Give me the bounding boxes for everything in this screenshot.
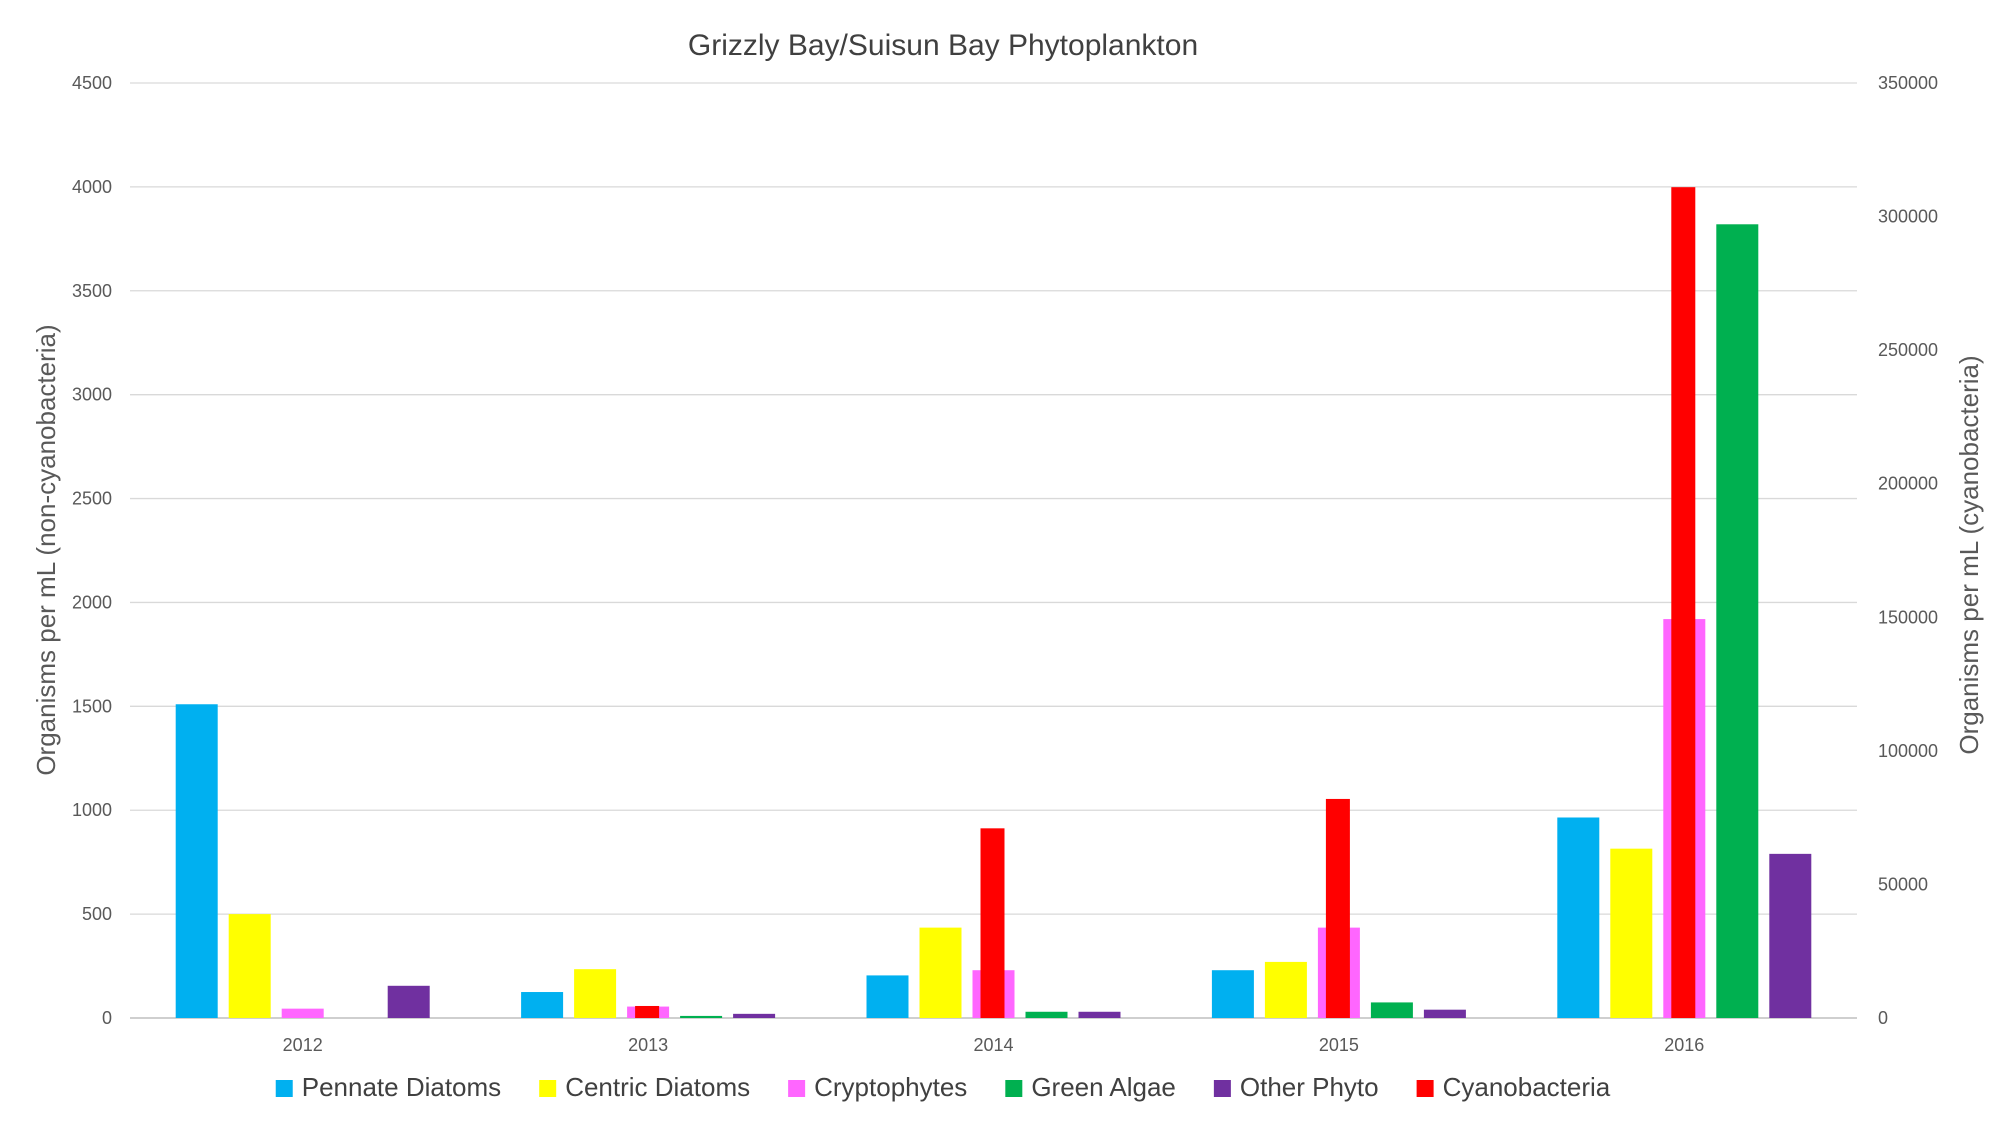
y2-tick-label: 0 — [1878, 1008, 1888, 1028]
y-tick-label: 2000 — [72, 592, 112, 612]
legend-swatch-cyanobacteria — [1416, 1080, 1434, 1097]
legend-swatch-centric-diatoms — [539, 1080, 557, 1097]
y2-tick-label: 250000 — [1878, 340, 1938, 360]
legend-label-cryptophytes: Cryptophytes — [814, 1072, 967, 1102]
y-tick-label: 3000 — [72, 385, 112, 405]
y-tick-label: 3500 — [72, 281, 112, 301]
bar-other-phyto-2014 — [1078, 1011, 1121, 1018]
x-axis-ticks: 2012 2013 2014 2015 2016 — [283, 1035, 1705, 1055]
legend-swatch-pennate-diatoms — [275, 1080, 293, 1097]
bar-green-algae-2014 — [1025, 1011, 1068, 1018]
bar-green-algae-2016 — [1716, 224, 1759, 1019]
bar-other-phyto-2013 — [733, 1013, 776, 1018]
bar-cyanobacteria-2013 — [635, 1005, 660, 1018]
bar-green-algae-2015 — [1370, 1002, 1413, 1018]
bar-cyanobacteria-2016 — [1671, 187, 1696, 1018]
bar-green-algae-2013 — [680, 1015, 723, 1018]
right-axis-ticks: 0 50000 100000 150000 200000 250000 300000 3500… — [1878, 73, 1938, 1028]
bar-pennate-diatoms-2012 — [175, 704, 218, 1018]
legend-label-other-phyto: Other Phyto — [1240, 1072, 1379, 1102]
y-tick-label: 4000 — [72, 177, 112, 197]
x-tick-label: 2013 — [628, 1035, 668, 1055]
bar-centric-diatoms-2012 — [228, 914, 271, 1018]
legend-label-centric-diatoms: Centric Diatoms — [565, 1072, 750, 1102]
bar-pennate-diatoms-2013 — [521, 992, 564, 1018]
y2-tick-label: 200000 — [1878, 474, 1938, 494]
x-tick-label: 2014 — [973, 1035, 1013, 1055]
bar-other-phyto-2016 — [1769, 853, 1812, 1018]
y2-tick-label: 150000 — [1878, 607, 1938, 627]
y-tick-label: 1500 — [72, 696, 112, 716]
legend-label-green-algae: Green Algae — [1031, 1072, 1176, 1102]
bar-cryptophytes-2012 — [281, 1008, 324, 1018]
bar-centric-diatoms-2015 — [1264, 961, 1307, 1018]
legend-label-cyanobacteria: Cyanobacteria — [1443, 1072, 1611, 1102]
bar-cyanobacteria-2015 — [1325, 798, 1350, 1018]
y2-tick-label: 50000 — [1878, 874, 1928, 894]
y-tick-label: 1000 — [72, 800, 112, 820]
bar-centric-diatoms-2014 — [919, 927, 962, 1018]
bar-other-phyto-2015 — [1423, 1009, 1466, 1018]
y2-tick-label: 300000 — [1878, 207, 1938, 227]
y-tick-label: 4500 — [72, 73, 112, 93]
bar-centric-diatoms-2016 — [1610, 848, 1653, 1018]
legend-label-pennate-diatoms: Pennate Diatoms — [302, 1072, 501, 1102]
bar-pennate-diatoms-2015 — [1211, 970, 1254, 1018]
y-tick-label: 2500 — [72, 489, 112, 509]
x-tick-label: 2016 — [1664, 1035, 1704, 1055]
legend-swatch-other-phyto — [1213, 1080, 1231, 1097]
y-tick-label: 0 — [102, 1008, 112, 1028]
y-tick-label: 500 — [82, 904, 112, 924]
y2-tick-label: 100000 — [1878, 741, 1938, 761]
bar-pennate-diatoms-2016 — [1557, 817, 1600, 1018]
bars — [175, 187, 1812, 1019]
bar-cyanobacteria-2014 — [980, 828, 1005, 1018]
bar-pennate-diatoms-2014 — [866, 975, 909, 1018]
x-tick-label: 2015 — [1319, 1035, 1359, 1055]
legend: Pennate Diatoms Centric Diatoms Cryptophyt… — [275, 1072, 1611, 1102]
bar-other-phyto-2012 — [387, 985, 430, 1018]
left-axis-label: Organisms per mL (non-cyanobacteria) — [31, 324, 61, 775]
x-tick-label: 2012 — [283, 1035, 323, 1055]
legend-swatch-green-algae — [1005, 1080, 1023, 1097]
legend-swatch-cryptophytes — [788, 1080, 806, 1097]
right-axis-label: Organisms per mL (cyanobacteria) — [1954, 355, 1984, 754]
y2-tick-label: 350000 — [1878, 73, 1938, 93]
chart-title: Grizzly Bay/Suisun Bay Phytoplankton — [688, 29, 1198, 62]
bar-centric-diatoms-2013 — [574, 969, 617, 1018]
left-axis-ticks: 0 500 1000 1500 2000 2500 3000 3500 4000 4500 — [72, 73, 112, 1028]
